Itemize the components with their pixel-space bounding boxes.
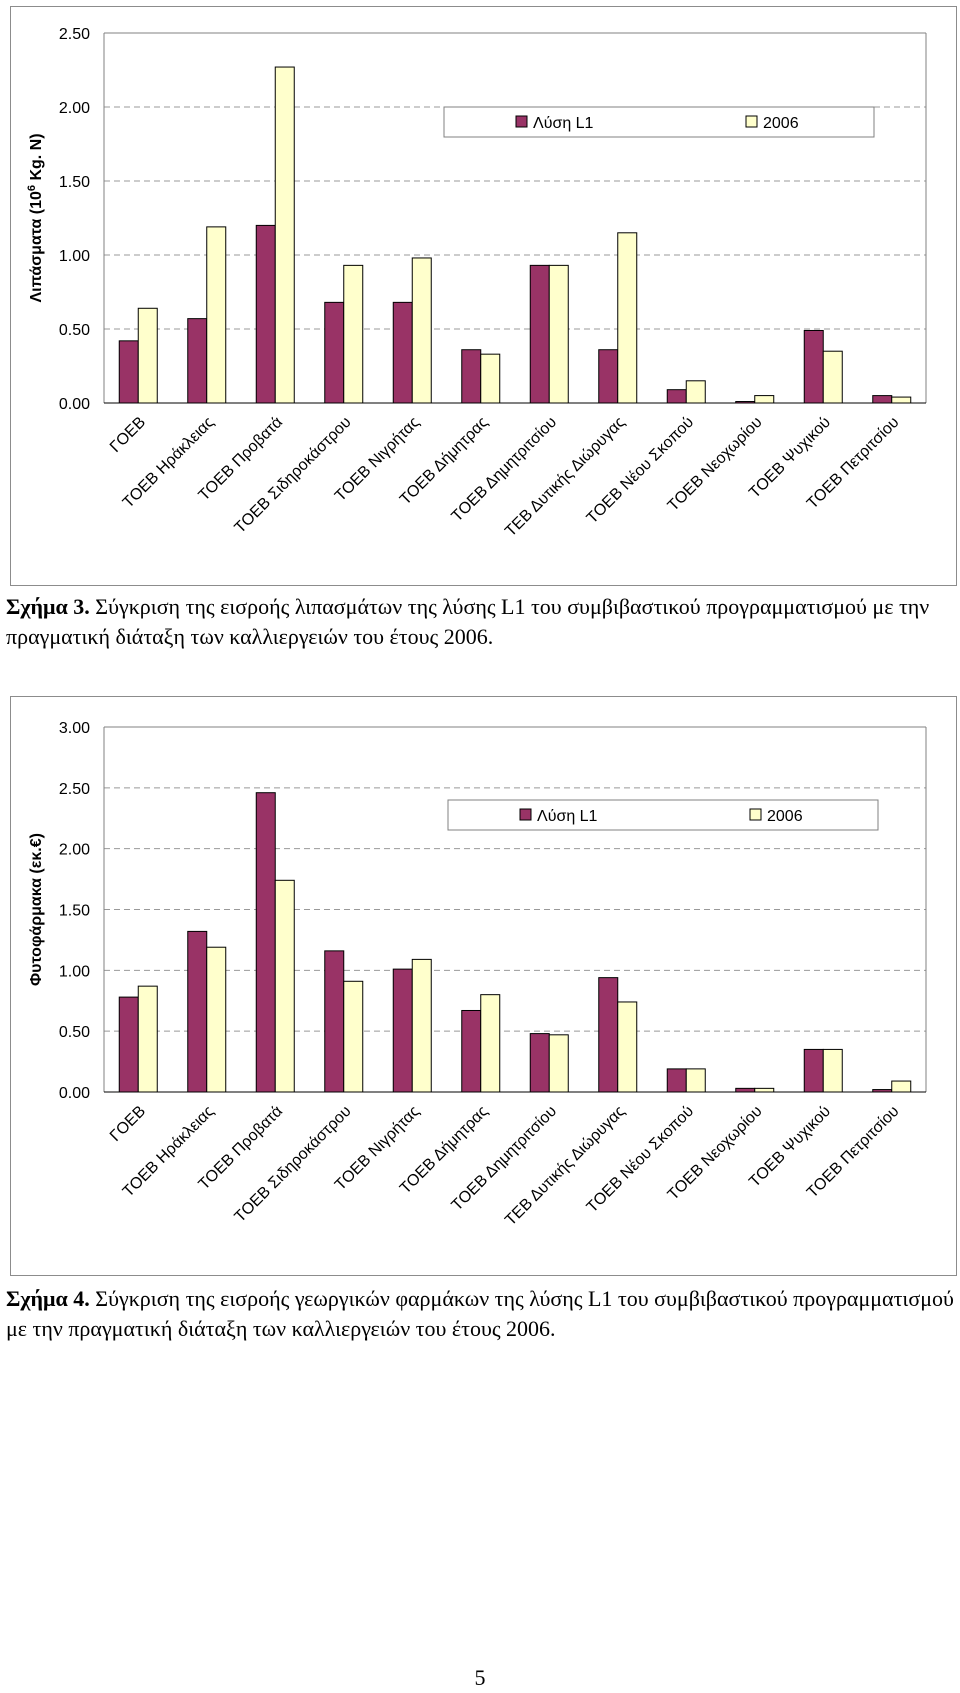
y-tick-label: 2.50 (59, 26, 90, 43)
y-tick-label: 2.00 (59, 100, 90, 117)
bar-2006 (548, 1034, 569, 1093)
bar-solution-l1 (118, 340, 139, 404)
bar-solution-l1 (872, 395, 893, 404)
bar-2006 (411, 257, 432, 404)
legend-label: 2006 (767, 808, 803, 825)
bar-2006 (891, 1080, 912, 1093)
legend-label: Λύση L1 (533, 115, 594, 132)
bar-2006 (617, 1001, 638, 1093)
figure-4-text: Σύγκριση της εισροής γεωργικών φαρμάκων … (6, 1286, 954, 1341)
y-tick-label: 0.50 (59, 322, 90, 339)
bar-2006 (343, 980, 364, 1093)
figure-3-label: Σχήμα 3. (6, 594, 90, 619)
y-tick-label: 1.50 (59, 174, 90, 191)
bar-2006 (274, 66, 295, 404)
pesticide-chart: 0.00 0.50 1.00 1.50 2.00 2.50 3.00 ΓΟΕΒ ΤΟΕΒ Ηρά… (10, 696, 957, 1276)
bar-solution-l1 (461, 349, 482, 404)
y-tick-label: 2.00 (59, 842, 90, 859)
bar-solution-l1 (666, 1068, 687, 1093)
legend: Λύση L1 2006 (447, 799, 879, 831)
bar-solution-l1 (324, 950, 345, 1093)
fertilizer-chart: 0.00 0.50 1.00 1.50 2.00 2.50 ΓΟΕΒ ΤΟΕΒ Ηράκλει… (10, 6, 957, 586)
bar-solution-l1 (392, 968, 413, 1093)
y-tick-label: 0.00 (59, 1085, 90, 1102)
legend-swatch (745, 115, 758, 128)
bar-2006 (343, 264, 364, 404)
y-tick-label: 0.50 (59, 1024, 90, 1041)
bar-2006 (548, 264, 569, 404)
x-tick-label: ΤΕΒ Δυτικής Διώρυγας (502, 1103, 629, 1230)
x-tick-label: ΓΟΕΒ (107, 414, 149, 456)
bar-solution-l1 (735, 1087, 756, 1093)
bar-2006 (822, 350, 843, 404)
bar-2006 (754, 395, 775, 404)
figure-3-caption: Σχήμα 3. Σύγκριση της εισροής λιπασμάτων… (6, 592, 956, 652)
bar-2006 (137, 985, 158, 1093)
x-tick-label: ΓΟΕΒ (107, 1103, 149, 1145)
figure-4-label: Σχήμα 4. (6, 1286, 90, 1311)
legend-label: 2006 (763, 115, 799, 132)
bar-2006 (617, 232, 638, 404)
legend: Λύση L1 2006 (443, 106, 875, 138)
x-tick-label: ΤΟΕΒ Σιδηροκάστρου (232, 414, 355, 537)
y-tick-label: 2.50 (59, 781, 90, 798)
bar-2006 (822, 1048, 843, 1093)
legend-swatch (519, 808, 532, 821)
bar-solution-l1 (529, 1033, 550, 1093)
y-tick-label: 3.00 (59, 720, 90, 737)
bar-2006 (480, 994, 501, 1093)
bar-2006 (891, 396, 912, 404)
bar-solution-l1 (735, 401, 756, 404)
bar-solution-l1 (118, 996, 139, 1093)
bar-solution-l1 (255, 224, 276, 404)
y-tick-label: 1.00 (59, 963, 90, 980)
x-tick-label: ΤΟΕΒ Σιδηροκάστρου (232, 1103, 355, 1226)
bar-solution-l1 (324, 301, 345, 404)
figure-4-caption: Σχήμα 4. Σύγκριση της εισροής γεωργικών … (6, 1284, 956, 1344)
bar-2006 (411, 958, 432, 1093)
bar-solution-l1 (187, 930, 208, 1093)
bar-solution-l1 (872, 1089, 893, 1093)
bar-2006 (206, 946, 227, 1093)
legend-box (443, 106, 875, 138)
legend-label: Λύση L1 (537, 808, 598, 825)
bar-solution-l1 (803, 1048, 824, 1093)
bar-solution-l1 (598, 977, 619, 1093)
bar-solution-l1 (803, 329, 824, 404)
y-tick-label: 0.00 (59, 396, 90, 413)
bar-solution-l1 (187, 318, 208, 404)
bar-solution-l1 (461, 1009, 482, 1093)
legend-swatch (749, 808, 762, 821)
x-tick-label: ΤΕΒ Δυτικής Διώρυγας (502, 414, 629, 541)
bar-2006 (685, 380, 706, 404)
page-number: 5 (474, 1665, 486, 1690)
legend-box (447, 799, 879, 831)
bar-solution-l1 (392, 301, 413, 404)
bar-2006 (754, 1087, 775, 1093)
bar-solution-l1 (666, 389, 687, 404)
legend-swatch (515, 115, 528, 128)
bar-solution-l1 (529, 264, 550, 404)
bar-2006 (685, 1068, 706, 1093)
bar-solution-l1 (255, 792, 276, 1093)
bar-2006 (137, 307, 158, 404)
figure-3-text: Σύγκριση της εισροής λιπασμάτων της λύση… (6, 594, 930, 649)
y-axis-label: Λιπάσματα (106 Kg. N) (26, 133, 45, 302)
y-tick-label: 1.00 (59, 248, 90, 265)
y-tick-label: 1.50 (59, 903, 90, 920)
bar-2006 (274, 879, 295, 1093)
y-axis-label: Φυτοφάρμακα (εκ.€) (28, 833, 45, 986)
bar-solution-l1 (598, 349, 619, 404)
bar-2006 (206, 226, 227, 404)
bar-2006 (480, 353, 501, 404)
